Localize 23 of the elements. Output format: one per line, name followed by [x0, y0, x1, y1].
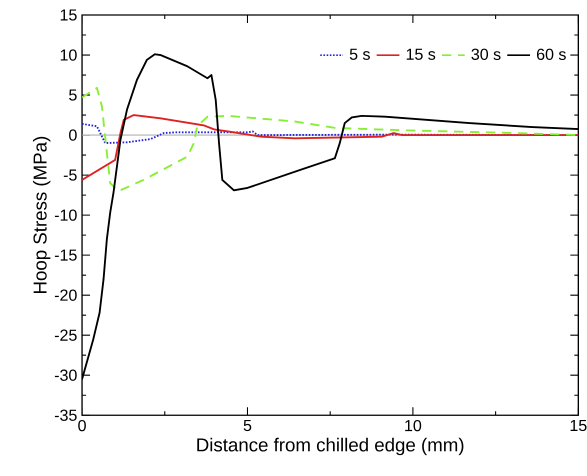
x-axis-title: Distance from chilled edge (mm): [197, 438, 464, 456]
y-axis-title: Hoop Stress (MPa): [32, 136, 50, 293]
legend-label: 30 s: [471, 48, 501, 60]
y-tick-label: 15: [60, 9, 77, 20]
x-tick-label: 15: [570, 420, 587, 431]
legend-label: 5 s: [350, 48, 370, 60]
line-series: [82, 86, 578, 192]
y-tick-label: 10: [60, 49, 77, 61]
y-tick-label: -10: [54, 209, 77, 221]
y-tick-label: -5: [64, 169, 77, 181]
y-tick-label: -15: [54, 249, 77, 261]
y-tick-label: 0: [69, 129, 77, 141]
x-tick-label: 5: [244, 420, 252, 431]
y-tick-label: -20: [54, 289, 77, 301]
y-tick-label: -35: [54, 409, 77, 421]
legend-label: 60 s: [536, 48, 566, 60]
line-series: [82, 114, 578, 181]
x-tick-label: 10: [405, 420, 422, 432]
y-tick-label: -25: [54, 329, 77, 341]
y-tick-label: -30: [54, 369, 77, 381]
legend-label: 15 s: [406, 48, 436, 60]
x-tick-label: 0: [78, 420, 86, 432]
y-tick-label: 5: [69, 89, 77, 101]
